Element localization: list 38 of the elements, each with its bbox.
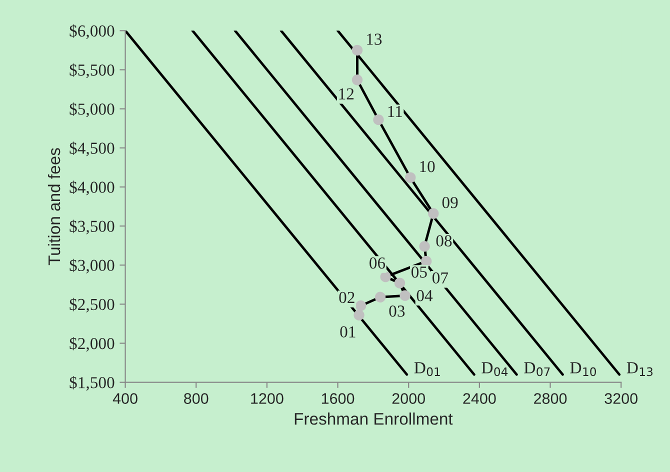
series-label: D$_{04}$ [482, 362, 508, 376]
y-tick-label: $4,500 [70, 142, 114, 156]
annotation: 10 [420, 160, 435, 172]
annotation: 07 [432, 272, 448, 284]
y-tick-label: $6,000 [70, 24, 114, 40]
y-tick-label: $1,500 [70, 376, 114, 391]
annotation: 11 [388, 106, 402, 117]
series-label: D$_{01}$ [414, 362, 440, 376]
x-tick-label: 400 [112, 393, 138, 404]
x-tick-label: 2800 [534, 393, 567, 404]
x-tick-label: 1200 [251, 393, 284, 404]
y-tick-label: $4,000 [70, 180, 114, 196]
annotation: 09 [442, 196, 458, 208]
annotation: 06 [370, 257, 386, 269]
y-tick-label: $3,000 [70, 258, 114, 274]
x-tick-label: 2000 [392, 393, 425, 404]
annotation: 12 [339, 88, 354, 100]
y-tick-label: $3,500 [70, 220, 114, 234]
annotation: 08 [436, 235, 452, 247]
x-tick-label: 2400 [463, 393, 496, 404]
x-tick-label: 1600 [322, 393, 354, 404]
x-tick-label: 3200 [604, 393, 638, 404]
annotation: 01 [340, 326, 356, 338]
annotation: 04 [416, 290, 433, 302]
x-axis-title: Freshman Enrollment [294, 412, 453, 425]
series-label: D$_{10}$ [570, 362, 596, 376]
y-tick-label: $5,000 [70, 102, 114, 118]
x-tick-label: 800 [184, 393, 208, 404]
y-axis-title: Tuition and fees [48, 148, 60, 266]
series-label: D$_{07}$ [524, 362, 550, 376]
annotation: 05 [411, 266, 427, 278]
y-tick-label: $5,500 [70, 63, 114, 78]
annotation: 02 [339, 292, 354, 304]
y-tick-label: $2,000 [70, 336, 114, 352]
y-tick-label: $2,500 [70, 298, 114, 313]
series-label: D$_{13}$ [626, 362, 653, 376]
annotation: 03 [389, 306, 405, 317]
annotation: 13 [367, 34, 382, 45]
